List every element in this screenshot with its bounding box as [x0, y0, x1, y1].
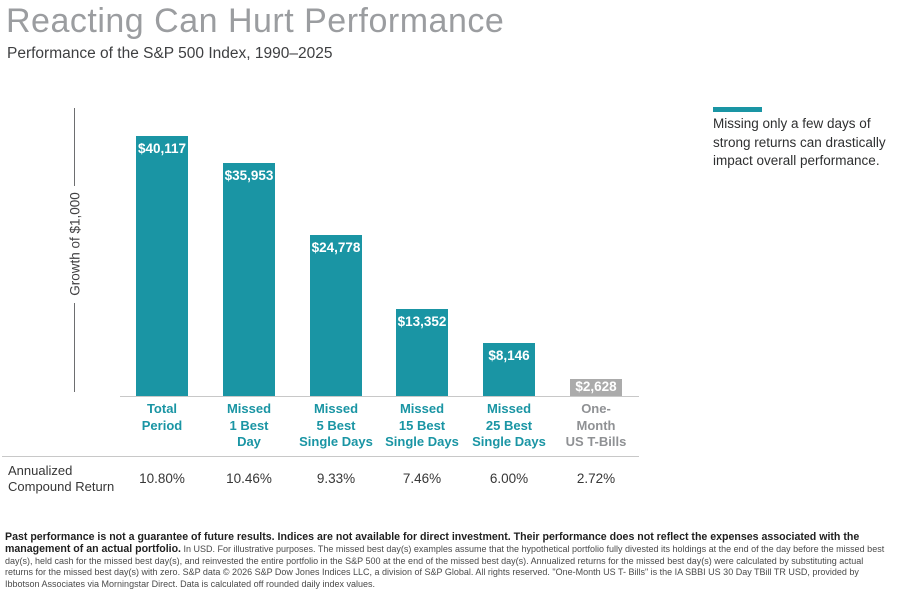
x-axis-line [120, 396, 639, 397]
bar-missed-1-best-day: $35,953 [223, 163, 275, 396]
annualized-return-value: 2.72% [576, 471, 616, 486]
bar-value-label: $40,117 [137, 141, 187, 156]
category-label: Missed 1 Best Day [226, 401, 272, 449]
bar-value-label: $35,953 [224, 168, 274, 183]
annualized-return-value: 9.33% [316, 471, 356, 486]
bar-value-label: $13,352 [397, 314, 447, 329]
category-label: Total Period [141, 401, 183, 433]
annualized-return-value: 6.00% [489, 471, 529, 486]
category-label: One- Month US T-Bills [565, 401, 627, 449]
annotation-text: Missing only a few days of strong return… [713, 116, 886, 168]
bar-value-label: $8,146 [488, 348, 530, 363]
annualized-return-value: 7.46% [402, 471, 442, 486]
bar-missed-5-best-single-days: $24,778 [310, 235, 362, 396]
y-axis-line-top [74, 108, 75, 186]
category-label: Missed 5 Best Single Days [299, 401, 373, 449]
bar-one-month-us-t-bills: $2,628 [570, 379, 622, 396]
category-label: Missed 15 Best Single Days [385, 401, 459, 449]
footnote-regular: In USD. For illustrative purposes. The m… [5, 543, 885, 590]
y-axis-line-bottom [74, 303, 75, 392]
category-label: Missed 25 Best Single Days [472, 401, 546, 449]
page-subtitle: Performance of the S&P 500 Index, 1990–2… [7, 45, 333, 62]
bar-value-label: $24,778 [311, 240, 361, 255]
annualized-return-value: 10.46% [226, 471, 272, 486]
bar-missed-25-best-single-days: $8,146 [483, 343, 535, 396]
annotation-rule [713, 107, 762, 112]
annualized-return-value: 10.80% [139, 471, 185, 486]
bar-missed-15-best-single-days: $13,352 [396, 309, 448, 396]
bar-total-period: $40,117 [136, 136, 188, 396]
footnote: Past performance is not a guarantee of f… [5, 531, 893, 591]
y-axis-label: Growth of $1,000 [67, 192, 83, 296]
return-row-label: Annualized Compound Return [8, 463, 115, 494]
page-title: Reacting Can Hurt Performance [6, 2, 505, 40]
bar-value-label: $2,628 [575, 379, 617, 394]
footnote-bold: Past performance is not a guarantee of f… [5, 531, 860, 555]
return-row-divider [2, 456, 639, 457]
